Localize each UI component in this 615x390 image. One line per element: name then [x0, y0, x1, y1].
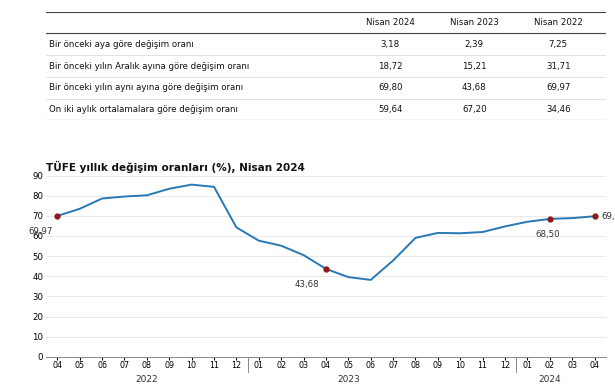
Text: 68,50: 68,50	[535, 230, 560, 239]
Text: 2023: 2023	[337, 375, 360, 384]
Text: 69,97: 69,97	[28, 227, 53, 236]
Text: Bir önceki aya göre değişim oranı: Bir önceki aya göre değişim oranı	[49, 40, 194, 49]
Text: Nisan 2022: Nisan 2022	[534, 18, 582, 27]
Text: Nisan 2023: Nisan 2023	[450, 18, 499, 27]
Text: Nisan 2024: Nisan 2024	[366, 18, 415, 27]
Text: 69,97: 69,97	[546, 83, 570, 92]
Text: 2024: 2024	[539, 375, 561, 384]
Text: 31,71: 31,71	[546, 62, 571, 71]
Text: Bir önceki yılın Aralık ayına göre değişim oranı: Bir önceki yılın Aralık ayına göre değiş…	[49, 62, 249, 71]
Text: 69,80: 69,80	[378, 83, 403, 92]
Text: 15,21: 15,21	[462, 62, 486, 71]
Text: 43,68: 43,68	[295, 280, 319, 289]
Text: On iki aylık ortalamalara göre değişim oranı: On iki aylık ortalamalara göre değişim o…	[49, 105, 238, 114]
Text: Bir önceki yılın aynı ayına göre değişim oranı: Bir önceki yılın aynı ayına göre değişim…	[49, 83, 243, 92]
Text: 34,46: 34,46	[546, 105, 571, 114]
Text: 2,39: 2,39	[465, 40, 484, 49]
Text: 7,25: 7,25	[549, 40, 568, 49]
Text: 69,80: 69,80	[601, 212, 615, 221]
Text: 3,18: 3,18	[381, 40, 400, 49]
Text: 67,20: 67,20	[462, 105, 486, 114]
Text: 59,64: 59,64	[378, 105, 403, 114]
Text: TÜFE yıllık değişim oranları (%), Nisan 2024: TÜFE yıllık değişim oranları (%), Nisan …	[46, 161, 305, 174]
Text: 2022: 2022	[135, 375, 158, 384]
Text: 43,68: 43,68	[462, 83, 486, 92]
Text: 18,72: 18,72	[378, 62, 403, 71]
